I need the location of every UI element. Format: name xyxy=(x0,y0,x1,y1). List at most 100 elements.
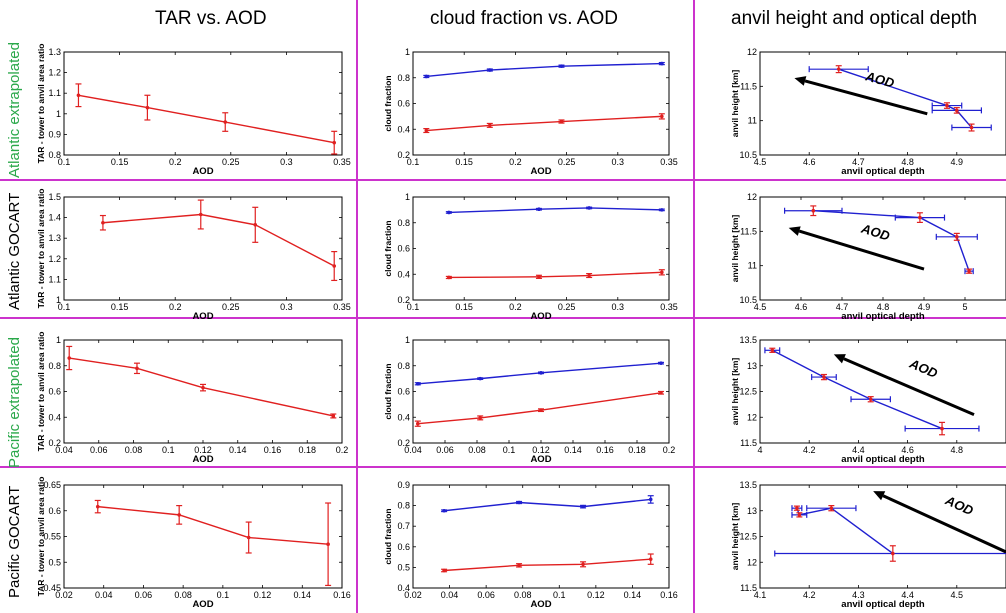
plot-frame xyxy=(412,339,670,444)
y-axis-label: TAR - tower to anvil area ratio xyxy=(36,189,46,309)
x-tick-label: 0.04 xyxy=(404,445,422,455)
x-tick-label: 0.04 xyxy=(441,590,459,600)
plot-frame xyxy=(759,339,1006,444)
y-tick-label: 0.8 xyxy=(397,501,410,511)
series-line xyxy=(813,210,970,272)
data-point xyxy=(95,504,100,509)
y-tick-label: 13 xyxy=(747,506,757,516)
x-tick-label: 0.06 xyxy=(436,445,454,455)
y-tick-label: 0.6 xyxy=(48,387,61,397)
x-tick-label: 0.3 xyxy=(612,157,625,167)
plot-frame xyxy=(759,51,1006,156)
x-tick-label: 0.06 xyxy=(477,590,495,600)
x-tick-label: 0.1 xyxy=(553,590,566,600)
x-tick-label: 4.2 xyxy=(803,590,816,600)
series-line xyxy=(102,213,335,267)
data-point xyxy=(517,563,521,568)
data-point xyxy=(416,421,420,426)
x-axis-label: AOD xyxy=(530,454,551,465)
x-tick-label: 0.3 xyxy=(280,302,293,312)
data-point xyxy=(868,397,873,402)
plot-frame xyxy=(63,196,343,301)
column-title-anvil: anvil height and optical depth xyxy=(731,8,978,29)
y-axis-label: anvil height [km] xyxy=(730,503,740,571)
chart-panel-cf-pac-goc: 0.02 0.04 0.06 0.08 0.1 0.12 0.14 0.16 0.4 0.5 0.6… xyxy=(383,480,678,610)
y-tick-label: 0.8 xyxy=(397,73,410,83)
x-tick-label: 0.06 xyxy=(135,590,153,600)
x-tick-label: 0.14 xyxy=(564,445,582,455)
x-tick-label: 0.2 xyxy=(509,157,522,167)
aod-arrow xyxy=(843,357,975,417)
x-tick-label: 0.02 xyxy=(404,590,422,600)
x-tick-label: 4.7 xyxy=(836,302,849,312)
y-tick-label: 0.2 xyxy=(397,438,410,448)
y-tick-label: 11.5 xyxy=(740,226,757,236)
data-point xyxy=(797,513,802,517)
x-tick-label: 0.12 xyxy=(194,445,212,455)
x-tick-label: 0.1 xyxy=(503,445,516,455)
data-point xyxy=(76,93,81,98)
row-label-atlantic-extrapolated: Atlantic extrapolated xyxy=(6,42,23,178)
data-point xyxy=(332,264,337,268)
y-axis-label: TAR - tower to anvil area ratio xyxy=(36,44,46,164)
aod-arrow-label: AOD xyxy=(859,221,893,244)
series-line xyxy=(838,68,973,128)
plot-frame xyxy=(63,339,343,444)
data-point xyxy=(795,506,799,510)
data-point xyxy=(198,212,203,217)
x-tick-label: 0.35 xyxy=(660,302,678,312)
x-tick-label: 4.4 xyxy=(901,590,914,600)
x-tick-label: 0.35 xyxy=(333,302,351,312)
data-point xyxy=(660,208,664,212)
x-tick-label: 0.1 xyxy=(217,590,230,600)
y-tick-label: 10.5 xyxy=(739,295,757,305)
data-point xyxy=(659,361,663,365)
data-point xyxy=(517,500,521,505)
row-label-pacific-gocart: Pacific GOCART xyxy=(6,485,23,598)
y-tick-label: 1.2 xyxy=(48,68,61,78)
data-point xyxy=(223,120,228,124)
data-point xyxy=(581,562,585,567)
plot-frame xyxy=(63,484,343,589)
x-tick-label: 0.16 xyxy=(264,445,282,455)
x-tick-label: 4 xyxy=(757,445,762,455)
y-tick-label: 0.4 xyxy=(397,583,410,593)
y-axis-label: cloud fraction xyxy=(383,508,393,564)
y-tick-label: 13.5 xyxy=(739,480,757,490)
x-tick-label: 0.3 xyxy=(612,302,625,312)
y-tick-label: 12.5 xyxy=(739,532,757,542)
data-point xyxy=(488,68,492,72)
y-tick-label: 1 xyxy=(56,109,61,119)
data-point xyxy=(660,270,664,275)
data-point xyxy=(537,275,541,279)
x-tick-label: 4.9 xyxy=(918,302,931,312)
plot-frame xyxy=(63,51,343,156)
x-tick-label: 0.04 xyxy=(95,590,113,600)
x-tick-label: 4.3 xyxy=(852,590,865,600)
x-tick-label: 0.2 xyxy=(169,302,182,312)
x-tick-label: 0.16 xyxy=(333,590,351,600)
x-tick-label: 0.1 xyxy=(162,445,175,455)
data-point xyxy=(253,223,258,227)
data-point xyxy=(945,103,949,108)
data-point xyxy=(836,67,841,71)
data-point xyxy=(246,535,251,540)
y-tick-label: 0.2 xyxy=(397,295,410,305)
x-tick-label: 0.16 xyxy=(596,445,614,455)
x-tick-label: 4.8 xyxy=(901,157,914,167)
series-line xyxy=(426,62,662,78)
x-tick-label: 0.1 xyxy=(58,157,71,167)
y-tick-label: 12 xyxy=(747,192,757,202)
y-axis-label: cloud fraction xyxy=(383,75,393,131)
x-tick-label: 0.35 xyxy=(660,157,678,167)
y-axis-label: anvil height [km] xyxy=(730,358,740,426)
x-tick-label: 4.6 xyxy=(795,302,808,312)
x-tick-label: 0.06 xyxy=(90,445,108,455)
x-axis-label: AOD xyxy=(192,166,213,177)
x-tick-label: 0.18 xyxy=(298,445,316,455)
chart-panel-tar-pac-ext: 0.04 0.06 0.08 0.1 0.12 0.14 0.16 0.18 0.2 0.2 0.4… xyxy=(36,332,348,465)
y-tick-label: 0.4 xyxy=(397,124,410,134)
chart-panel-cf-atl-ext: 0.1 0.15 0.2 0.25 0.3 0.35 0.2 0.4 0.6 0.8 1 AOD clo… xyxy=(383,47,678,177)
data-point xyxy=(177,513,181,517)
y-tick-label: 0.4 xyxy=(397,269,410,279)
